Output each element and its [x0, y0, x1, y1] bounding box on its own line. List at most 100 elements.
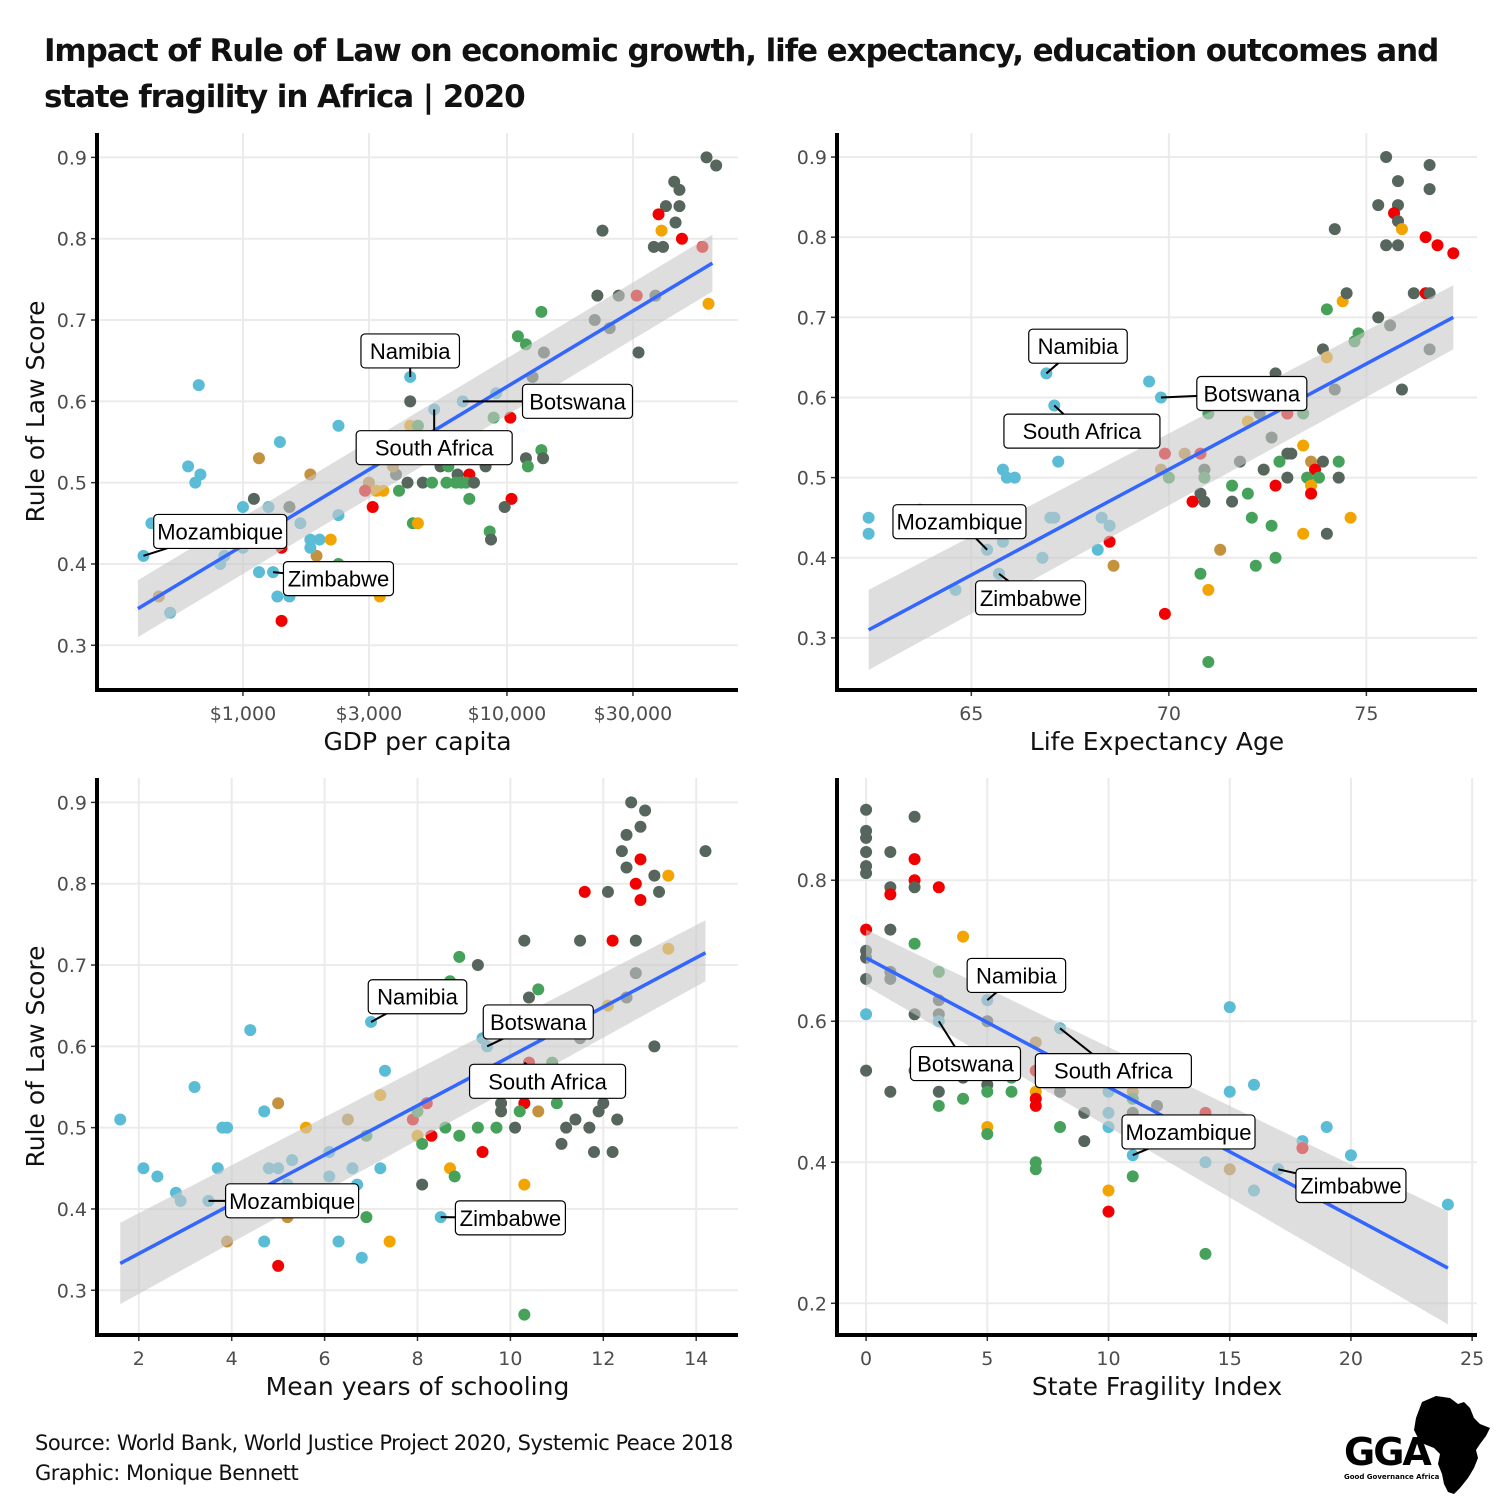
country-label-box [974, 580, 1087, 616]
y-tick-label: 0.7 [57, 955, 87, 977]
data-point [673, 200, 686, 213]
y-tick-label: 0.2 [797, 1293, 827, 1315]
data-point [1332, 455, 1345, 468]
x-tick-label: 8 [411, 1348, 423, 1370]
data-point [332, 1235, 345, 1248]
x-axis-title: GDP per capita [323, 727, 511, 756]
data-point [860, 1064, 873, 1077]
y-tick-label: 0.6 [57, 1036, 87, 1058]
data-point [1091, 543, 1104, 556]
data-point [252, 452, 265, 465]
data-point [1419, 231, 1432, 244]
x-tick-label: 14 [684, 1348, 708, 1370]
data-point [416, 476, 429, 489]
y-tick-label: 0.7 [57, 310, 87, 332]
data-point [1395, 383, 1408, 396]
source-note: Source: World Bank, World Justice Projec… [35, 1431, 733, 1455]
data-point [1332, 471, 1345, 484]
y-tick-label: 0.5 [57, 473, 87, 495]
data-point [1285, 447, 1298, 460]
data-point [884, 923, 897, 936]
data-point [957, 930, 970, 943]
country-label-box [482, 1004, 594, 1040]
data-point [673, 183, 686, 196]
data-point [648, 869, 661, 882]
data-point [1226, 479, 1239, 492]
data-point [632, 346, 645, 359]
logo-subtitle: Good Governance Africa [1344, 1473, 1440, 1481]
data-point [511, 330, 524, 343]
y-tick-label: 0.4 [57, 554, 87, 576]
data-point [625, 796, 638, 809]
data-point [615, 845, 628, 858]
data-point [404, 395, 417, 408]
country-label: Mozambique [229, 1189, 355, 1214]
country-label-box [1028, 328, 1128, 364]
country-label-box [355, 430, 513, 466]
data-point [1223, 1001, 1236, 1014]
data-point [1078, 1135, 1091, 1148]
data-point [1447, 247, 1460, 260]
data-point [1249, 559, 1262, 572]
panel-school: 0.3 0.4 0.5 0.6 0.7 0.8 0.9 2 4 6 8 10 12 14 Mean year… [21, 778, 738, 1401]
country-label: Namibia [976, 963, 1057, 988]
data-point [710, 159, 723, 172]
y-tick-label: 0.6 [797, 387, 827, 409]
data-point [509, 1121, 522, 1134]
data-point [453, 950, 466, 963]
data-point [1186, 495, 1199, 508]
x-axis-title: Life Expectancy Age [1030, 727, 1284, 756]
country-label-box [1196, 375, 1308, 412]
data-point [1316, 455, 1329, 468]
country-label-box [521, 383, 634, 419]
data-point [247, 492, 260, 505]
data-point [271, 590, 284, 603]
data-point [620, 828, 633, 841]
data-point [669, 216, 682, 229]
panel-life: 0.3 0.4 0.5 0.6 0.7 0.8 0.9 65 70 75 Life Expectan… [797, 133, 1477, 756]
y-tick-label: 0.7 [797, 307, 827, 329]
data-point [188, 1080, 201, 1093]
data-point [699, 845, 712, 858]
data-point [453, 1129, 466, 1142]
country-label-box [367, 979, 468, 1015]
data-point [1340, 287, 1353, 300]
data-point [1391, 175, 1404, 188]
data-point [675, 232, 688, 245]
data-point [1102, 1184, 1115, 1197]
data-point [1223, 1085, 1236, 1098]
data-point [555, 1137, 568, 1150]
data-point [1247, 1078, 1260, 1091]
data-point [355, 1251, 368, 1264]
data-point [1269, 551, 1282, 564]
data-point [401, 476, 414, 489]
data-point [324, 533, 337, 546]
data-point [1054, 1121, 1067, 1134]
data-point [620, 861, 633, 874]
country-label: Zimbabwe [980, 586, 1081, 611]
country-label-box [153, 513, 288, 550]
data-point [416, 1137, 429, 1150]
country-label: Namibia [370, 339, 451, 364]
y-tick-label: 0.3 [57, 635, 87, 657]
data-point [1441, 1198, 1454, 1211]
data-point [860, 867, 873, 880]
country-label-box [282, 560, 395, 597]
data-point [648, 1040, 661, 1053]
data-point [485, 533, 498, 546]
data-point [313, 533, 326, 546]
data-point [1320, 527, 1333, 540]
data-point [860, 803, 873, 816]
y-tick-label: 0.5 [57, 1118, 87, 1140]
data-point [537, 452, 550, 465]
y-tick-label: 0.4 [797, 548, 827, 570]
data-point [981, 1128, 994, 1141]
country-label-box [224, 1183, 360, 1219]
data-point [532, 1105, 545, 1118]
data-point [596, 224, 609, 237]
data-point [1126, 1170, 1139, 1183]
country-label: Botswana [1204, 381, 1301, 406]
data-point [221, 1121, 234, 1134]
country-label-box [1295, 1167, 1407, 1204]
data-point [463, 492, 476, 505]
